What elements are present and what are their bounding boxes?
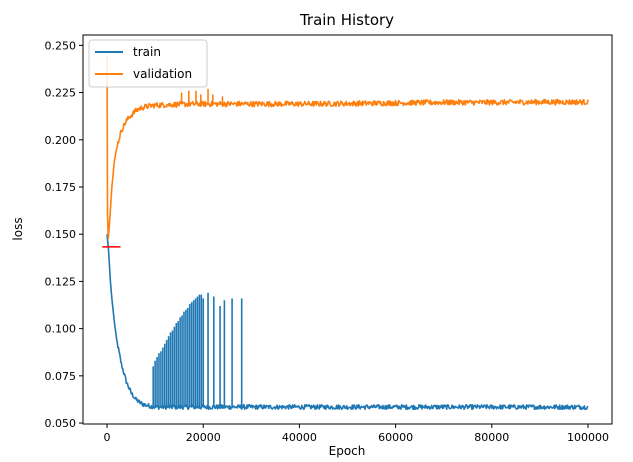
y-tick-label: 0.075	[45, 370, 77, 383]
x-axis-label: Epoch	[329, 444, 366, 458]
y-tick-label: 0.100	[45, 323, 77, 336]
y-axis-ticks: 0.050 0.075 0.100 0.125 0.150 0.175 0.200 0.225…	[45, 39, 83, 430]
x-axis-ticks: 0 20000 40000 60000 80000 100000	[104, 424, 609, 444]
legend-label-train: train	[133, 45, 161, 59]
y-tick-label: 0.200	[45, 134, 77, 147]
x-tick-label: 20000	[186, 431, 221, 444]
y-tick-label: 0.175	[45, 181, 77, 194]
y-tick-label: 0.125	[45, 275, 77, 288]
series-line-validation	[106, 56, 589, 239]
x-tick-label: 40000	[282, 431, 317, 444]
y-tick-label: 0.250	[45, 39, 77, 52]
legend: train validation	[88, 39, 208, 88]
plot-area: 0 20000 40000 60000 80000 100000 0.0500.0750.…	[45, 34, 613, 444]
plot-frame	[82, 34, 613, 425]
legend-label-validation: validation	[133, 67, 192, 81]
y-tick-label: 0.050	[45, 417, 77, 430]
x-tick-label: 80000	[474, 431, 509, 444]
series-layer	[106, 56, 589, 411]
x-tick-label: 100000	[567, 431, 609, 444]
y-axis-label: loss	[11, 217, 25, 240]
chart-title: Train History	[299, 11, 394, 29]
y-tick-label: 0.225	[45, 87, 77, 100]
x-tick-label: 0	[104, 431, 111, 444]
x-tick-label: 60000	[378, 431, 413, 444]
y-tick-label: 0.150	[45, 228, 77, 241]
